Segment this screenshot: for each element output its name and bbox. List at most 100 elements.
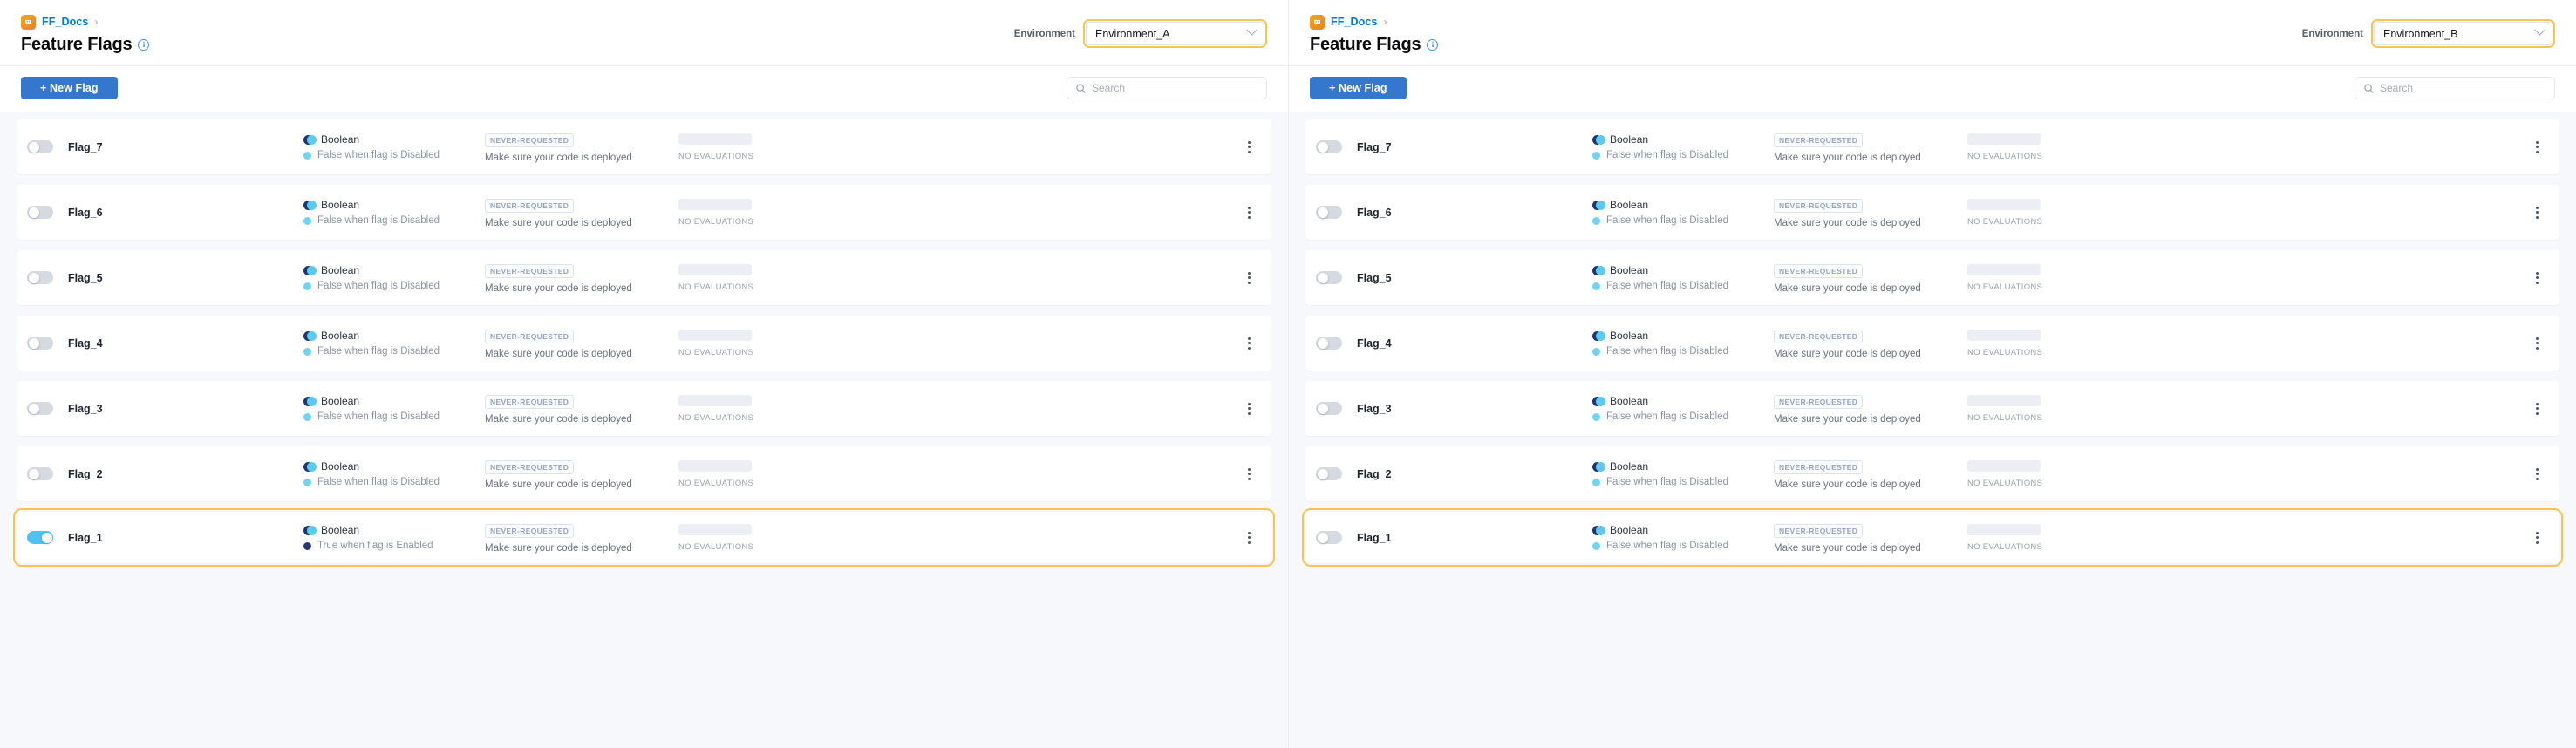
flag-status-column: NEVER-REQUESTED Make sure your code is de… — [485, 459, 659, 490]
row-more-options-icon[interactable] — [2531, 269, 2544, 288]
environment-select-highlight: Environment_B — [2371, 19, 2555, 48]
row-more-options-icon[interactable] — [1243, 138, 1256, 157]
row-menu-column — [1243, 138, 1259, 157]
flag-type-detail: False when flag is Disabled — [1606, 150, 1728, 160]
table-row[interactable]: Flag_1 Boolean False when flag is Disabled… — [1305, 512, 2559, 563]
new-flag-button[interactable]: + New Flag — [21, 77, 118, 99]
table-row[interactable]: Flag_3 Boolean False when flag is Disabled… — [1305, 381, 2559, 436]
flag-type-row: Boolean — [1592, 199, 1748, 211]
row-more-options-icon[interactable] — [1243, 269, 1256, 288]
status-hint: Make sure your code is deployed — [1774, 413, 1921, 425]
table-row[interactable]: Flag_2 Boolean False when flag is Disabled… — [1305, 446, 2559, 501]
flag-row-highlight-flag_5: Flag_5 Boolean False when flag is Disabled… — [1302, 247, 2563, 309]
flag-type-row: Boolean — [303, 264, 459, 276]
flag-toggle-flag_7[interactable] — [27, 140, 53, 153]
table-row[interactable]: Flag_5 Boolean False when flag is Disabled… — [17, 250, 1271, 305]
flag-toggle-flag_2[interactable] — [1316, 467, 1342, 480]
row-menu-column — [2531, 203, 2547, 222]
search-input[interactable]: Search — [1067, 77, 1267, 99]
flag-type-detail: False when flag is Disabled — [317, 477, 440, 487]
table-row[interactable]: Flag_1 Boolean True when flag is Enabled NE… — [17, 512, 1271, 563]
flag-status-column: NEVER-REQUESTED Make sure your code is de… — [485, 262, 659, 294]
row-menu-column — [1243, 528, 1259, 547]
flag-row-highlight-flag_7: Flag_7 Boolean False when flag is Disabled… — [13, 116, 1275, 178]
table-row[interactable]: Flag_2 Boolean False when flag is Disabled… — [17, 446, 1271, 501]
breadcrumb-link-ff-docs[interactable]: FF_Docs — [1331, 16, 1378, 28]
flag-toggle-flag_5[interactable] — [27, 271, 53, 284]
environment-select[interactable]: Environment_A — [1086, 22, 1264, 45]
search-icon — [2364, 83, 2374, 93]
table-row[interactable]: Flag_4 Boolean False when flag is Disabled… — [1305, 316, 2559, 371]
row-more-options-icon[interactable] — [2531, 203, 2544, 222]
info-icon[interactable]: i — [138, 39, 150, 51]
breadcrumb-link-ff-docs[interactable]: FF_Docs — [42, 16, 89, 28]
status-badge: NEVER-REQUESTED — [1774, 198, 1864, 213]
environment-selector-block: Environment Environment_A — [1014, 19, 1267, 48]
environment-select-value: Environment_A — [1095, 27, 1170, 40]
info-icon[interactable]: i — [1427, 39, 1439, 51]
page-title-row: Feature Flags i — [21, 35, 1267, 55]
row-menu-column — [2531, 399, 2547, 418]
flag-toggle-flag_1[interactable] — [27, 531, 53, 544]
table-row[interactable]: Flag_6 Boolean False when flag is Disabled… — [17, 185, 1271, 240]
row-more-options-icon[interactable] — [1243, 203, 1256, 222]
toggle-knob — [28, 207, 39, 218]
row-more-options-icon[interactable] — [1243, 399, 1256, 418]
status-hint: Make sure your code is deployed — [1774, 348, 1921, 359]
search-placeholder: Search — [1092, 82, 1126, 94]
flag-toggle-flag_6[interactable] — [27, 206, 53, 219]
row-more-options-icon[interactable] — [2531, 465, 2544, 484]
row-more-options-icon[interactable] — [2531, 334, 2544, 353]
flag-toggle-flag_1[interactable] — [1316, 531, 1342, 544]
environment-select[interactable]: Environment_B — [2374, 22, 2552, 45]
flag-toggle-flag_2[interactable] — [27, 467, 53, 480]
row-more-options-icon[interactable] — [2531, 138, 2544, 157]
flag-toggle-flag_5[interactable] — [1316, 271, 1342, 284]
flag-type-detail-row: False when flag is Disabled — [1592, 281, 1748, 291]
flag-evaluations-column: NO EVALUATIONS — [678, 459, 809, 488]
flag-type-column: Boolean False when flag is Disabled — [303, 460, 459, 487]
row-more-options-icon[interactable] — [1243, 528, 1256, 547]
new-flag-button[interactable]: + New Flag — [1310, 77, 1407, 99]
evaluations-placeholder-bar — [1967, 263, 2041, 275]
flag-toggle-flag_4[interactable] — [27, 337, 53, 350]
flag-toggle-flag_7[interactable] — [1316, 140, 1342, 153]
search-input[interactable]: Search — [2355, 77, 2555, 99]
row-more-options-icon[interactable] — [1243, 465, 1256, 484]
status-badge: NEVER-REQUESTED — [485, 459, 575, 474]
row-more-options-icon[interactable] — [2531, 528, 2544, 547]
row-more-options-icon[interactable] — [2531, 399, 2544, 418]
flag-toggle-flag_6[interactable] — [1316, 206, 1342, 219]
row-more-options-icon[interactable] — [1243, 334, 1256, 353]
flag-type-row: Boolean — [303, 460, 459, 473]
flag-evaluations-column: NO EVALUATIONS — [678, 523, 809, 552]
search-icon — [1076, 83, 1086, 93]
flag-name: Flag_3 — [1357, 402, 1392, 415]
status-hint: Make sure your code is deployed — [485, 542, 632, 554]
flag-row-highlight-flag_2: Flag_2 Boolean False when flag is Disabled… — [13, 443, 1275, 505]
flag-toggle-flag_4[interactable] — [1316, 337, 1342, 350]
flag-toggle-flag_3[interactable] — [1316, 402, 1342, 415]
flag-default-dot-icon — [1592, 216, 1600, 225]
evaluations-label: NO EVALUATIONS — [1967, 151, 2043, 161]
table-row[interactable]: Flag_5 Boolean False when flag is Disabled… — [1305, 250, 2559, 305]
flag-default-dot-icon — [1592, 282, 1600, 290]
evaluations-label: NO EVALUATIONS — [1967, 347, 2043, 357]
flag-type-label: Boolean — [321, 133, 360, 146]
flag-name: Flag_1 — [68, 531, 103, 544]
flag-toggle-flag_3[interactable] — [27, 402, 53, 415]
table-row[interactable]: Flag_7 Boolean False when flag is Disabled… — [17, 119, 1271, 174]
table-row[interactable]: Flag_6 Boolean False when flag is Disabled… — [1305, 185, 2559, 240]
table-row[interactable]: Flag_3 Boolean False when flag is Disabled… — [17, 381, 1271, 436]
evaluations-placeholder-bar — [678, 394, 752, 406]
evaluations-label: NO EVALUATIONS — [678, 541, 754, 552]
table-row[interactable]: Flag_7 Boolean False when flag is Disabled… — [1305, 119, 2559, 174]
flag-type-detail: False when flag is Disabled — [317, 150, 440, 160]
flag-evaluations-column: NO EVALUATIONS — [1967, 133, 2098, 161]
boolean-type-icon — [303, 200, 317, 210]
flag-type-detail-row: True when flag is Enabled — [303, 541, 459, 551]
flag-name: Flag_5 — [68, 271, 103, 284]
table-row[interactable]: Flag_4 Boolean False when flag is Disabled… — [17, 316, 1271, 371]
flag-evaluations-column: NO EVALUATIONS — [1967, 198, 2098, 227]
status-badge: NEVER-REQUESTED — [1774, 133, 1864, 147]
